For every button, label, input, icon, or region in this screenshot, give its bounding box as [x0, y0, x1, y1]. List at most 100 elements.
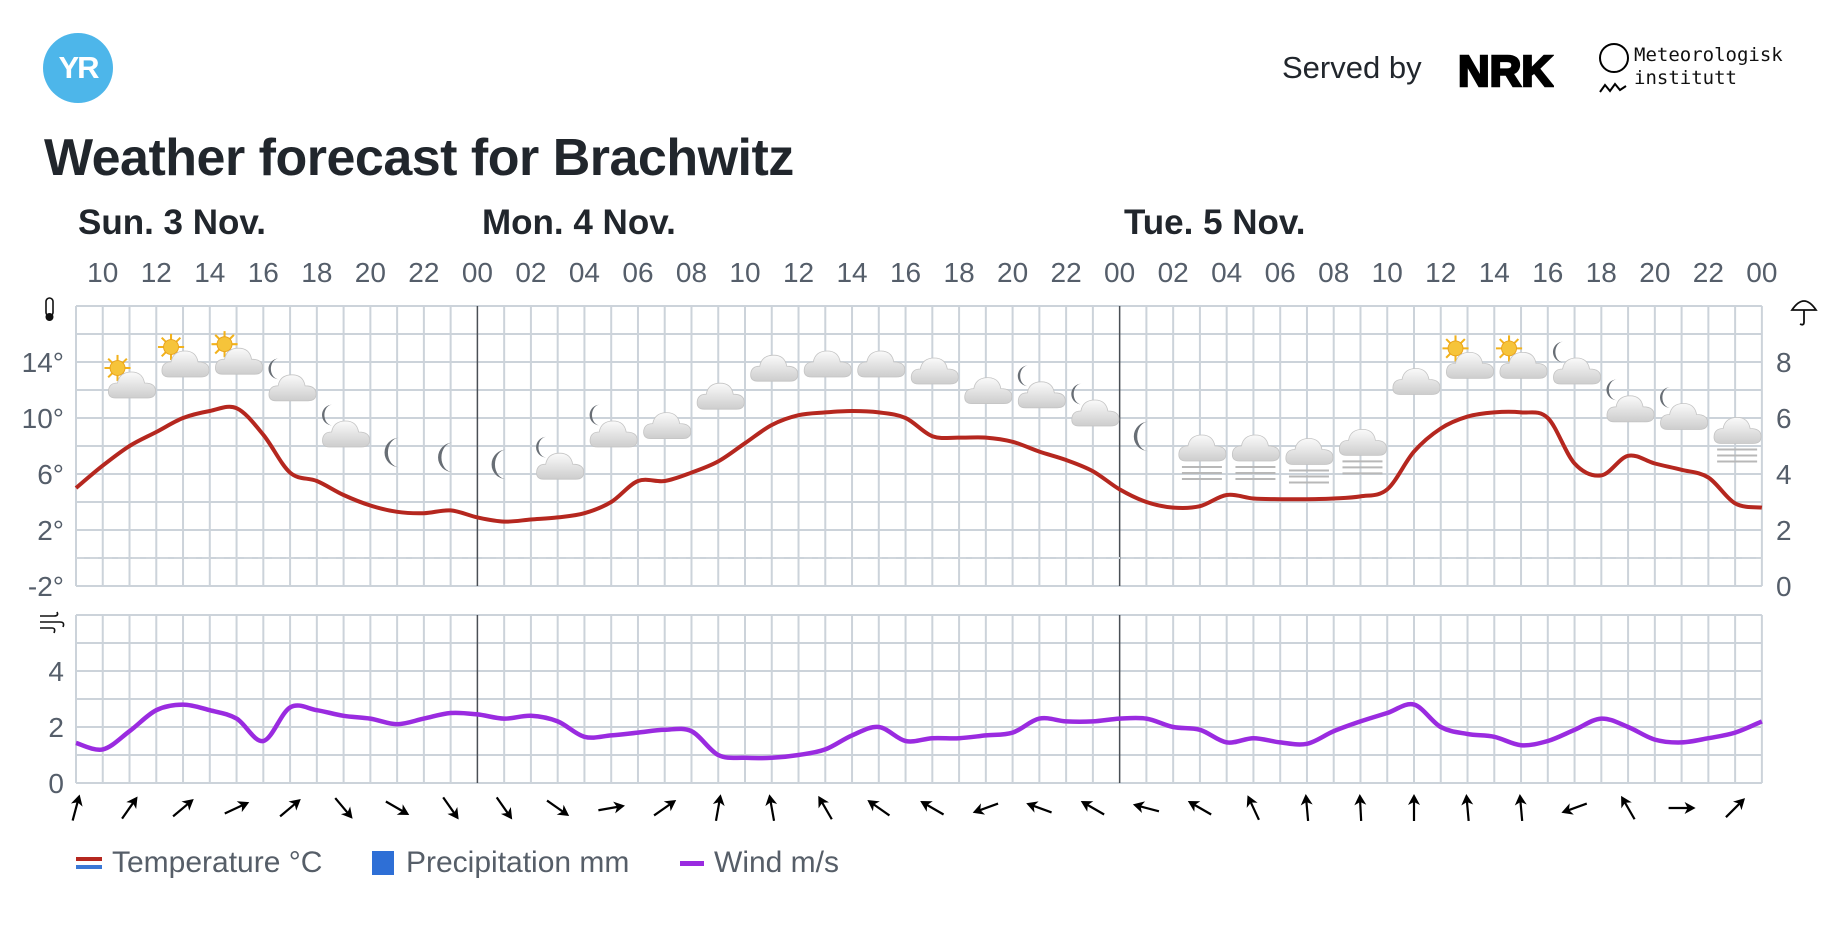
- arrow-head: [1684, 802, 1696, 814]
- legend-precipitation[interactable]: Precipitation mm: [372, 846, 629, 880]
- arrow-head: [1621, 795, 1632, 809]
- arrow-head: [1080, 801, 1094, 812]
- wind-direction-arrow: [1408, 794, 1420, 821]
- fog-icon: [1231, 434, 1280, 480]
- moon-icon: [1552, 341, 1564, 363]
- wind-direction-arrow: [598, 801, 625, 814]
- met-line2: institutt: [1634, 67, 1737, 89]
- hour-label: 16: [248, 257, 279, 288]
- cloud-icon: [1338, 428, 1387, 456]
- day-label-mon: Mon. 4 Nov.: [482, 203, 676, 242]
- cloudy-icon: [1392, 368, 1441, 395]
- wind-axis-tick: 2: [48, 712, 64, 743]
- hour-label: 06: [1265, 257, 1296, 288]
- arrow-head: [236, 801, 250, 813]
- wind-axis-tick: 4: [48, 656, 64, 687]
- wind-direction-arrow: [1246, 795, 1260, 821]
- moon-icon: [589, 404, 600, 426]
- arrow-head: [1187, 801, 1201, 812]
- wind-direction-arrow: [972, 802, 999, 815]
- hour-label: 08: [676, 257, 707, 288]
- arrow-head: [972, 803, 986, 815]
- hour-label: 16: [890, 257, 921, 288]
- fog-icon: [1338, 428, 1387, 475]
- legend-wind-label: Wind m/s: [714, 846, 840, 879]
- wind-direction-arrow: [279, 799, 301, 818]
- arrow-head: [1132, 801, 1146, 814]
- wind-direction-arrow: [1132, 801, 1160, 814]
- wind-direction-arrow: [121, 796, 138, 820]
- hour-label: 22: [1693, 257, 1724, 288]
- cloudy-icon: [750, 354, 799, 382]
- hour-label: 04: [569, 257, 600, 288]
- hour-label: 22: [408, 257, 439, 288]
- hour-label: 14: [836, 257, 867, 288]
- wind-direction-arrow: [712, 794, 725, 821]
- temperature-axis-tick: 2°: [37, 515, 64, 546]
- legend-temperature[interactable]: Temperature °C: [76, 846, 322, 880]
- wind-direction-arrow: [1354, 794, 1367, 822]
- nrk-logo[interactable]: NRK: [1458, 46, 1554, 92]
- cloud-icon: [1392, 368, 1441, 395]
- cloud-icon: [1285, 438, 1334, 465]
- arrow-head: [126, 796, 138, 809]
- cloud-icon: [1499, 351, 1548, 379]
- moon-icon: [1071, 383, 1082, 405]
- wind-stroke: [40, 621, 65, 628]
- hour-label: 02: [515, 257, 546, 288]
- hour-label: 14: [1479, 257, 1510, 288]
- wind-direction-arrow: [765, 794, 778, 821]
- wind-direction-arrow: [920, 801, 945, 816]
- cloudy-icon: [964, 377, 1013, 405]
- cloud-icon: [108, 371, 156, 399]
- hour-label: 10: [87, 257, 118, 288]
- umbrella-icon: [1790, 300, 1818, 326]
- hour-label: 08: [1318, 257, 1349, 288]
- wind-direction-arrow: [867, 799, 891, 817]
- wind-direction-arrow: [1026, 801, 1052, 814]
- cloud-icon: [1446, 351, 1494, 379]
- legend-wind[interactable]: Wind m/s: [680, 846, 839, 880]
- wind-direction-arrow: [546, 799, 570, 817]
- met-institute-name: Meteorologisk institutt: [1634, 44, 1783, 90]
- umbrella-canopy: [1790, 300, 1818, 311]
- thermometer-bulb: [45, 313, 54, 321]
- night-partly-cloudy-icon: [1660, 387, 1708, 430]
- arrow-head: [500, 807, 513, 820]
- hour-label: 12: [1425, 257, 1456, 288]
- hour-label: 18: [944, 257, 975, 288]
- wind-direction-arrow: [1080, 801, 1105, 816]
- precipitation-axis-tick: 4: [1776, 459, 1792, 490]
- night-partly-cloudy-icon: [1606, 379, 1655, 423]
- arrow-head: [1354, 794, 1367, 806]
- fog-icon: [1285, 438, 1334, 484]
- legend-precipitation-label: Precipitation mm: [406, 846, 630, 879]
- cloud-icon: [1178, 434, 1227, 462]
- hour-label: 20: [1639, 257, 1670, 288]
- arrow-head: [1408, 794, 1420, 805]
- hour-label: 18: [1586, 257, 1617, 288]
- night-partly-cloudy-icon: [536, 436, 585, 480]
- arrow-head: [765, 794, 778, 807]
- thermometer-icon: [45, 297, 54, 321]
- arrow-head: [1246, 795, 1258, 808]
- wind-direction-arrow: [1725, 798, 1746, 818]
- wind-direction-arrow: [653, 799, 677, 817]
- moon-icon: [536, 436, 547, 458]
- day-label-tue: Tue. 5 Nov.: [1124, 203, 1306, 242]
- arrow-head: [712, 794, 725, 807]
- hour-label: 20: [997, 257, 1028, 288]
- wind-direction-arrow: [385, 800, 410, 815]
- precipitation-axis-tick: 0: [1776, 571, 1792, 602]
- hour-label: 06: [622, 257, 653, 288]
- cloud-icon: [964, 377, 1013, 405]
- yr-logo[interactable]: YR: [43, 33, 113, 103]
- wind-direction-arrow: [172, 799, 194, 818]
- page-title: Weather forecast for Brachwitz: [44, 129, 794, 187]
- wind-legend-icon: [680, 860, 704, 866]
- hour-label: 00: [1746, 257, 1777, 288]
- hour-label: 00: [1104, 257, 1135, 288]
- hour-label: 12: [141, 257, 172, 288]
- met-institute-logo[interactable]: [1596, 40, 1632, 96]
